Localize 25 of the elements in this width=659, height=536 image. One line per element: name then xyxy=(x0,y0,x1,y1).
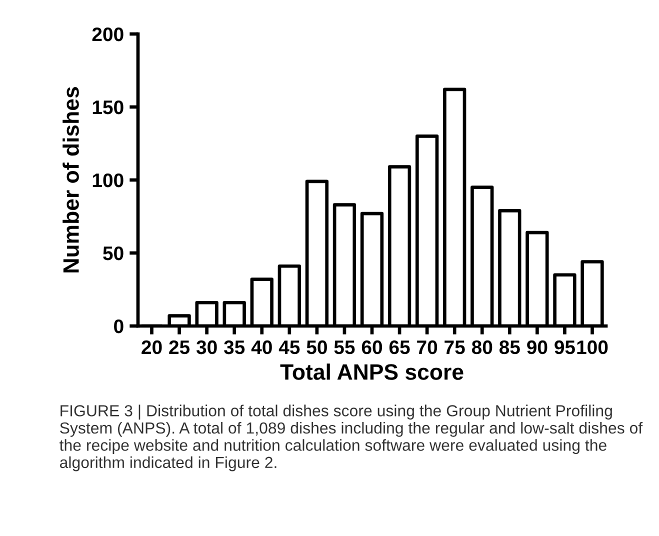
y-tick-label: 50 xyxy=(103,246,124,260)
x-tick-label: 75 xyxy=(444,340,465,354)
x-tick-label: 50 xyxy=(306,340,327,354)
y-tick-label: 150 xyxy=(92,100,124,114)
x-tick-label: 80 xyxy=(472,340,492,354)
y-tick-label: 200 xyxy=(92,27,124,42)
y-tick-label: 100 xyxy=(92,173,124,188)
x-tick-label: 70 xyxy=(417,340,438,354)
y-tick-label: 0 xyxy=(114,319,124,334)
x-tick-label: 60 xyxy=(362,340,382,354)
x-tick-label: 55 xyxy=(334,340,355,354)
x-tick-label: 65 xyxy=(389,340,410,354)
x-tick-label: 95 xyxy=(554,340,575,354)
x-tick-label: 35 xyxy=(224,340,245,354)
x-tick-label: 85 xyxy=(499,340,520,354)
x-tick-label: 100 xyxy=(577,340,608,354)
x-tick-label: 45 xyxy=(278,340,300,354)
x-tick-label: 40 xyxy=(251,340,272,354)
x-tick-label: 30 xyxy=(196,340,217,354)
x-axis-title: Total ANPS score xyxy=(280,364,464,380)
x-tick-label: 20 xyxy=(142,340,162,354)
y-axis-title: Number of dishes xyxy=(62,87,79,272)
x-tick-label: 90 xyxy=(527,340,548,354)
caption: FIGURE 3 | Distribution of total dishes score using the Group Nutrient Profiling System (ANPS). A total of 1,089 dishes including the regular and low-salt dishes of the recipe website and nutrition calculation software were evaluated using the algorithm indicated in Figure 2. xyxy=(60,404,643,472)
x-tick-label: 25 xyxy=(169,340,190,354)
